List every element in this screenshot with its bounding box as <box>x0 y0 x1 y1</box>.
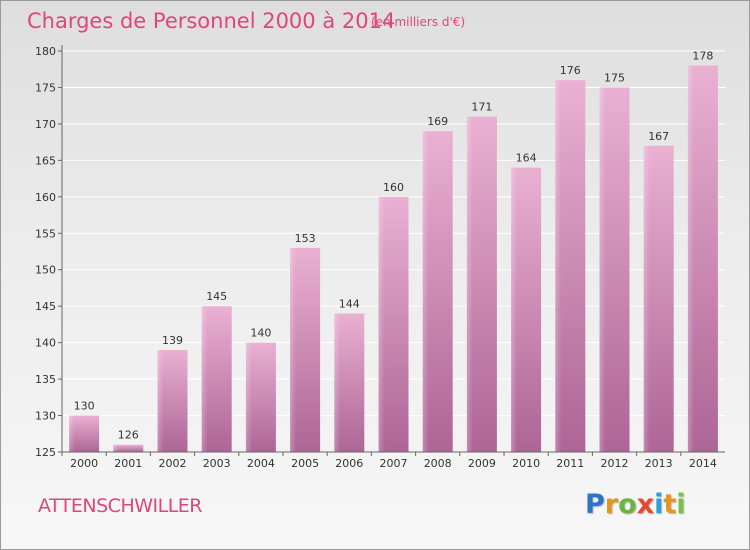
value-label: 178 <box>692 50 713 63</box>
bar-highlight <box>113 444 120 452</box>
bar-highlight <box>466 116 473 453</box>
x-tick-label: 2000 <box>70 457 98 470</box>
value-label: 140 <box>250 327 271 340</box>
value-label: 145 <box>206 290 227 303</box>
bar-highlight <box>290 247 297 452</box>
value-label: 144 <box>339 297 360 310</box>
value-label: 126 <box>118 429 139 442</box>
bar-2001 <box>113 444 144 452</box>
x-tick-label: 2006 <box>335 457 363 470</box>
value-label: 167 <box>648 130 669 143</box>
bar-highlight <box>599 87 606 453</box>
bar-highlight <box>687 65 694 452</box>
y-tick-label: 150 <box>35 264 56 277</box>
y-tick-label: 140 <box>35 337 56 350</box>
city-name: ATTENSCHWILLER <box>38 495 203 517</box>
x-tick-label: 2012 <box>601 457 629 470</box>
logo-letter: x <box>636 489 655 520</box>
x-tick-label: 2001 <box>114 457 142 470</box>
x-axis-ticks: 2000 2001 2002 2003 2004 2005 2006 2007 2008 2009… <box>61 452 717 470</box>
y-tick-label: 165 <box>35 154 56 167</box>
x-tick-label: 2007 <box>380 457 408 470</box>
bar-highlight <box>157 349 164 452</box>
bar-highlight <box>511 167 518 452</box>
value-labels: 130 126 139 145 140 153 144 160 169 171 164 176 175 1… <box>74 50 714 442</box>
y-tick-label: 145 <box>35 300 56 313</box>
x-tick-label: 2011 <box>556 457 584 470</box>
logo-letter: r <box>604 489 619 520</box>
y-tick-label: 160 <box>35 191 56 204</box>
bars <box>69 65 718 453</box>
bar-highlight <box>245 342 252 452</box>
proxiti-logo: Proxiti <box>585 489 686 520</box>
x-tick-label: 2013 <box>645 457 673 470</box>
x-tick-label: 2010 <box>512 457 540 470</box>
y-tick-label: 175 <box>35 81 56 94</box>
y-tick-label: 135 <box>35 373 56 386</box>
bar-highlight <box>201 306 208 452</box>
bar-highlight <box>334 313 341 452</box>
x-tick-label: 2008 <box>424 457 452 470</box>
x-tick-label: 2014 <box>689 457 717 470</box>
value-label: 169 <box>427 115 448 128</box>
chart-title: Charges de Personnel 2000 à 2014 <box>27 9 395 33</box>
value-label: 139 <box>162 334 183 347</box>
value-label: 171 <box>471 101 492 114</box>
bar-highlight <box>69 415 76 452</box>
y-axis-ticks: 125 130 135 140 145 150 155 160 165 170 175 180 <box>35 45 62 459</box>
bar-highlight <box>378 196 385 452</box>
logo-letter: i <box>654 489 664 520</box>
logo-letter: P <box>585 489 605 520</box>
y-tick-label: 180 <box>35 45 56 58</box>
logo-letter: t <box>663 489 677 520</box>
value-label: 164 <box>516 152 537 165</box>
x-tick-label: 2005 <box>291 457 319 470</box>
y-tick-label: 125 <box>35 446 56 459</box>
x-tick-label: 2009 <box>468 457 496 470</box>
value-label: 175 <box>604 71 625 84</box>
value-label: 176 <box>560 64 581 77</box>
value-label: 130 <box>74 400 95 413</box>
logo-letter: o <box>618 489 637 520</box>
x-tick-label: 2002 <box>159 457 187 470</box>
y-tick-label: 130 <box>35 410 56 423</box>
y-tick-label: 155 <box>35 227 56 240</box>
bar-highlight <box>422 131 429 452</box>
value-label: 153 <box>295 232 316 245</box>
bar-highlight <box>643 145 650 453</box>
bar-highlight <box>555 80 562 452</box>
x-tick-label: 2004 <box>247 457 275 470</box>
x-tick-label: 2003 <box>203 457 231 470</box>
logo-letter: i <box>676 489 686 520</box>
y-tick-label: 170 <box>35 118 56 131</box>
value-label: 160 <box>383 181 404 194</box>
chart-subtitle: (en milliers d'€) <box>371 15 465 29</box>
